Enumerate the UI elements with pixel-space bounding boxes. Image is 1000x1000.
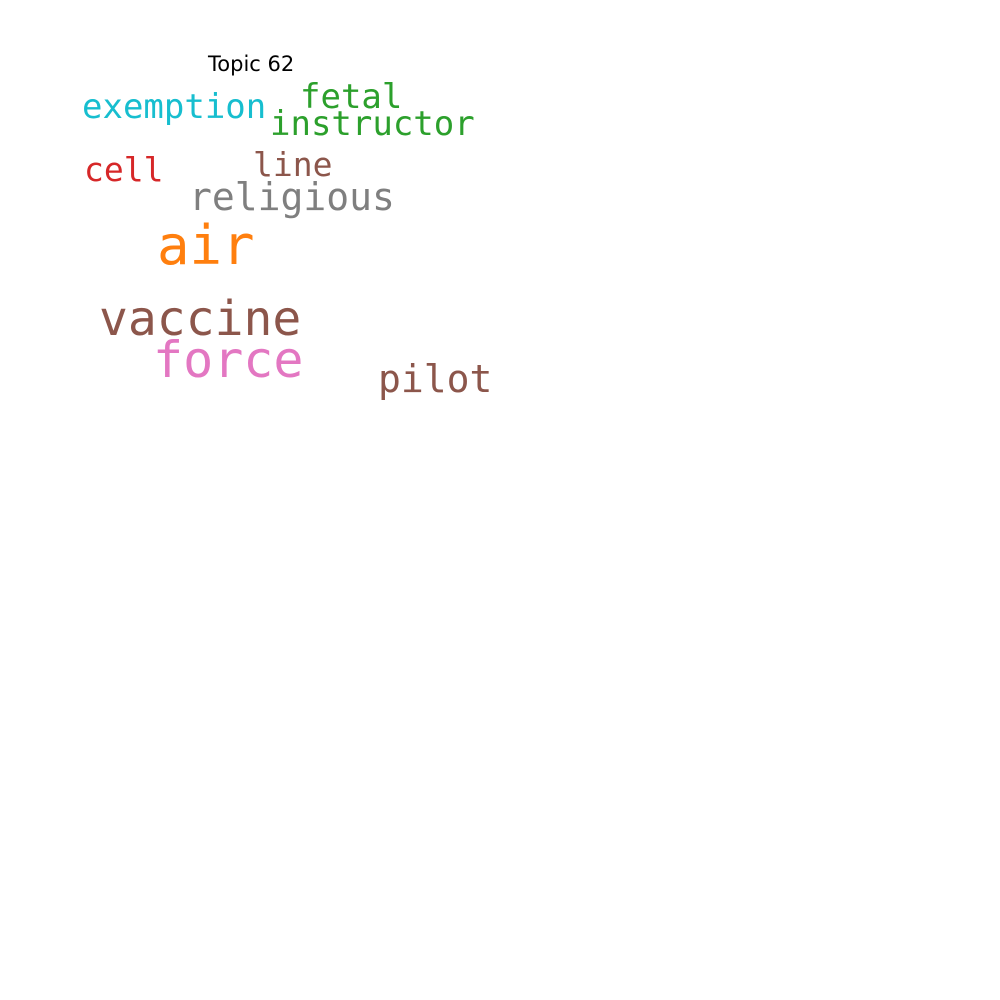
word-cell: cell xyxy=(84,150,164,189)
word-air: air xyxy=(157,214,255,277)
word-instructor: instructor xyxy=(270,104,475,144)
word-line: line xyxy=(253,145,333,184)
word-force: force xyxy=(153,331,304,389)
word-exemption: exemption xyxy=(82,87,267,127)
topic-title: Topic 62 xyxy=(208,52,295,76)
word-fetal: fetal xyxy=(300,77,403,117)
word-religious: religious xyxy=(189,175,395,219)
word-vaccine: vaccine xyxy=(99,291,302,347)
word-pilot: pilot xyxy=(378,357,493,401)
